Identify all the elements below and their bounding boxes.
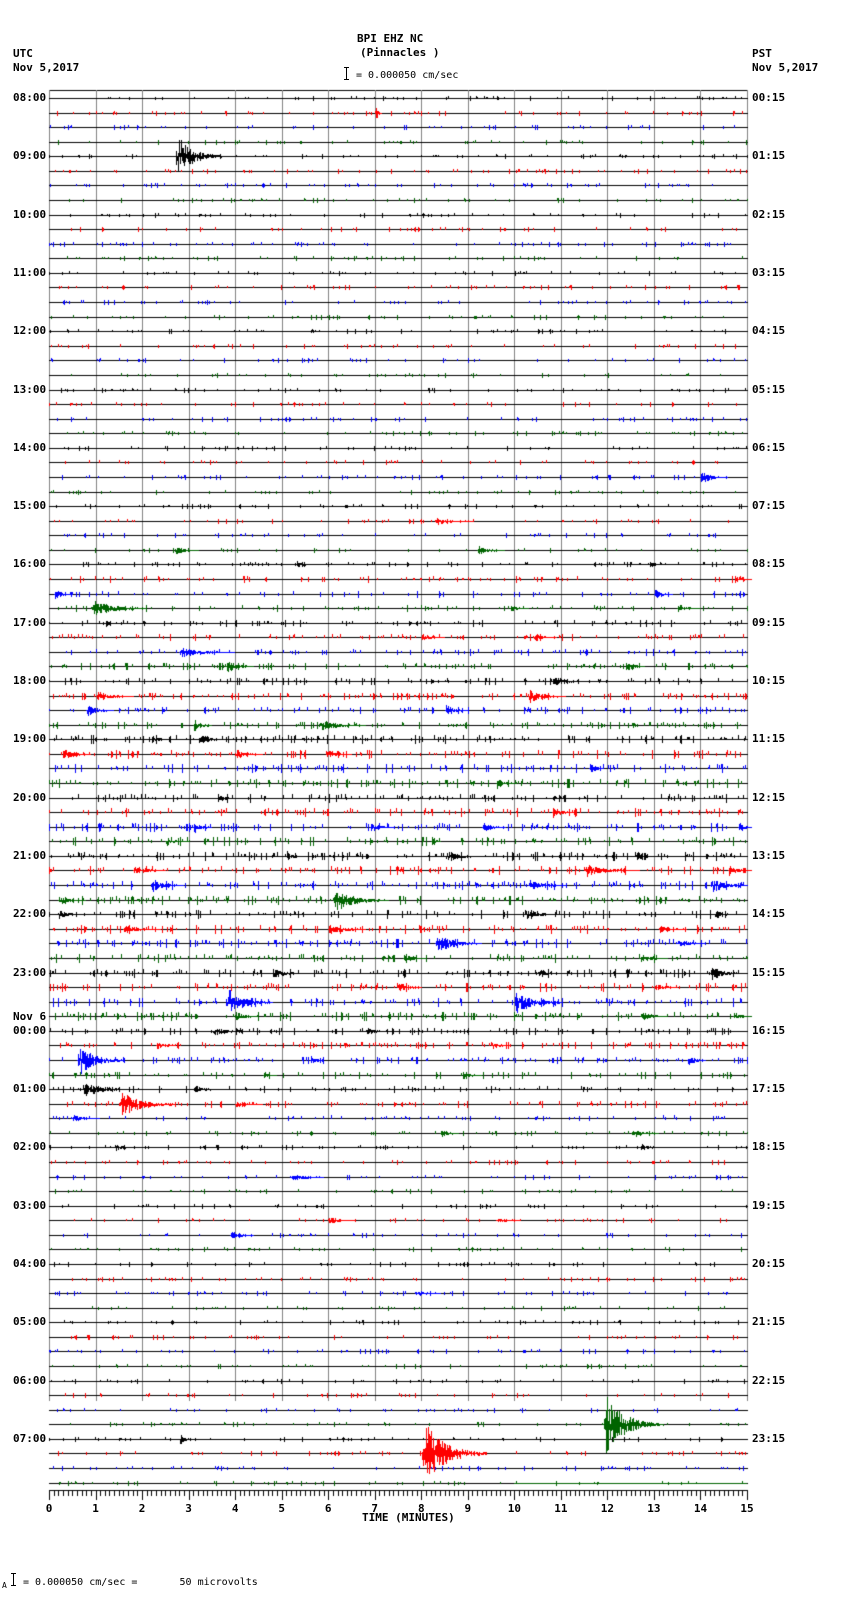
utc-hour-label: 12:00 — [13, 324, 47, 338]
x-tick-label: 8 — [417, 1502, 425, 1515]
x-tick-label: 4 — [231, 1502, 239, 1515]
utc-hour-label: 23:00 — [13, 965, 47, 979]
utc-hour-label: 18:00 — [13, 674, 47, 687]
pst-hour-label: 11:15 — [752, 732, 786, 746]
footer-scale-bar-icon — [11, 1573, 16, 1586]
utc-hour-label: 02:00 — [13, 1140, 47, 1154]
date-change-label: Nov 6 — [13, 1009, 47, 1023]
pst-hour-label: 09:15 — [752, 615, 786, 629]
pst-hour-label: 05:15 — [752, 382, 786, 396]
footer-prefix: A — [2, 1581, 7, 1590]
x-tick-label: 1 — [92, 1502, 99, 1515]
pst-hour-label: 02:15 — [752, 207, 786, 221]
utc-hour-label: 06:00 — [13, 1373, 47, 1387]
utc-hour-label: 10:00 — [13, 207, 47, 221]
x-tick-label: 7 — [371, 1502, 379, 1515]
x-tick-label: 5 — [278, 1502, 285, 1515]
pst-hour-label: 19:15 — [752, 1198, 786, 1212]
right-timezone: PST — [752, 47, 772, 60]
utc-hour-label: 19:00 — [13, 732, 47, 746]
x-axis-label: TIME (MINUTES) — [362, 1511, 455, 1524]
x-tick-label: 6 — [324, 1502, 332, 1515]
x-tick-label: 11 — [554, 1502, 568, 1515]
utc-hour-label: 17:00 — [13, 615, 47, 629]
pst-hour-label: 01:15 — [752, 149, 786, 163]
pst-hour-label: 00:15 — [752, 91, 786, 104]
pst-hour-label: 14:15 — [752, 907, 786, 921]
x-tick-label: 13 — [647, 1502, 661, 1515]
x-tick-label: 3 — [185, 1502, 192, 1515]
pst-hour-label: 21:15 — [752, 1315, 786, 1329]
pst-hour-label: 10:15 — [752, 674, 786, 687]
pst-hour-label: 15:15 — [752, 965, 786, 979]
x-tick-label: 15 — [740, 1502, 754, 1515]
utc-hour-label: 22:00 — [13, 907, 47, 921]
utc-hour-label: 20:00 — [13, 790, 47, 804]
pst-hour-label: 18:15 — [752, 1140, 786, 1154]
x-tick-label: 9 — [464, 1502, 472, 1515]
scale-text: = 0.000050 cm/sec — [356, 70, 459, 81]
pst-hour-label: 13:15 — [752, 848, 786, 862]
right-date: Nov 5,2017 — [752, 61, 819, 74]
utc-hour-label: 21:00 — [13, 848, 47, 862]
utc-hour-label: 03:00 — [13, 1198, 47, 1212]
utc-hour-label: 04:00 — [13, 1257, 47, 1270]
station-location: (Pinnacles ) — [360, 46, 440, 59]
x-tick-label: 12 — [600, 1502, 615, 1515]
pst-hour-label: 07:15 — [752, 499, 786, 513]
utc-hour-label: 13:00 — [13, 382, 47, 396]
pst-hour-label: 17:15 — [752, 1082, 786, 1096]
utc-hour-label: 01:00 — [13, 1082, 47, 1096]
pst-hour-label: 22:15 — [752, 1373, 786, 1387]
pst-hour-label: 12:15 — [752, 790, 786, 804]
utc-hour-label: 14:00 — [13, 440, 47, 454]
left-timezone: UTC — [13, 47, 33, 60]
pst-hour-label: 06:15 — [752, 440, 786, 454]
utc-hour-label: 15:00 — [13, 499, 47, 513]
footer-scale-text: = 0.000050 cm/sec = 50 microvolts — [23, 1577, 258, 1588]
utc-hour-label: 16:00 — [13, 557, 47, 571]
pst-hour-label: 03:15 — [752, 265, 786, 279]
pst-hour-label: 23:15 — [752, 1431, 786, 1445]
pst-hour-label: 04:15 — [752, 324, 786, 338]
x-tick-label: 2 — [138, 1502, 146, 1515]
left-date: Nov 5,2017 — [13, 61, 80, 74]
utc-hour-label: 08:00 — [13, 91, 47, 104]
pst-hour-label: 20:15 — [752, 1257, 786, 1270]
pst-hour-label: 08:15 — [752, 557, 786, 571]
scale-bar-icon — [344, 67, 349, 80]
utc-hour-label: 05:00 — [13, 1315, 47, 1329]
utc-hour-label: 11:00 — [13, 265, 47, 279]
x-tick-label: 14 — [693, 1502, 708, 1515]
utc-hour-label: 00:00 — [13, 1023, 47, 1037]
pst-hour-label: 16:15 — [752, 1023, 786, 1037]
x-tick-label: 10 — [507, 1502, 521, 1515]
x-tick-label: 0 — [45, 1502, 53, 1515]
utc-hour-label: 07:00 — [13, 1431, 47, 1445]
utc-hour-label: 09:00 — [13, 149, 47, 163]
station-title: BPI EHZ NC — [357, 32, 424, 45]
